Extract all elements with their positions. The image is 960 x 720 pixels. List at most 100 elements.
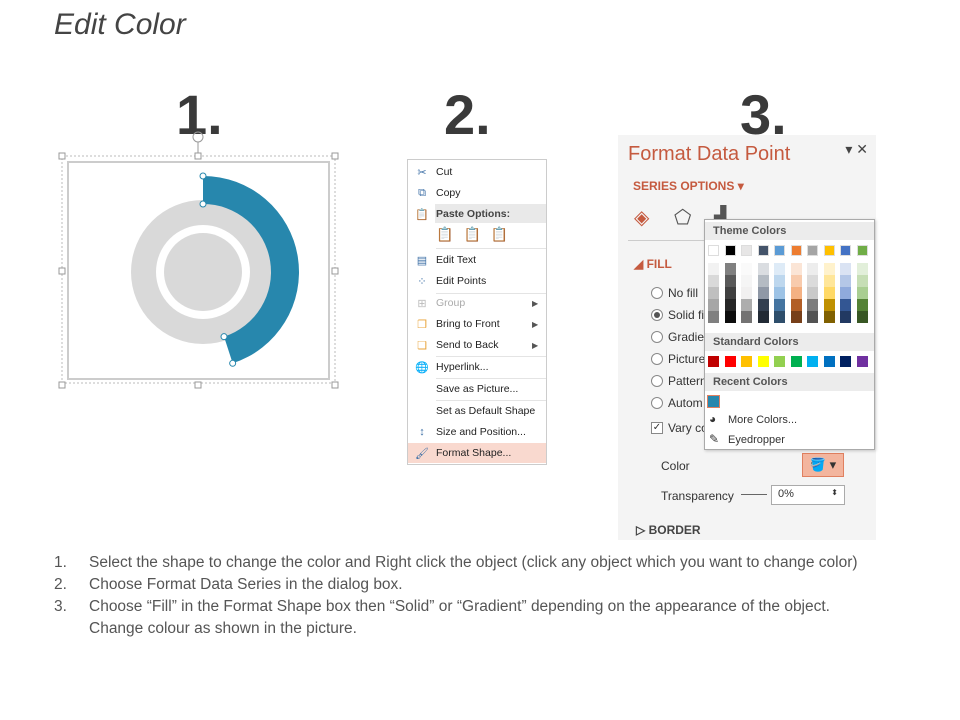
theme-shade-swatch[interactable] <box>856 287 868 299</box>
theme-shade-swatch[interactable] <box>807 263 818 275</box>
menu-item-group[interactable]: ⊞ Group ▶ <box>408 293 546 313</box>
theme-shade-swatch[interactable] <box>856 299 868 311</box>
theme-shade-swatch[interactable] <box>774 311 785 323</box>
menu-item-edit-text[interactable]: ▤ Edit Text <box>408 250 546 270</box>
standard-color-swatch[interactable] <box>840 356 851 367</box>
theme-shade-swatch[interactable] <box>840 299 851 311</box>
pane-close-icon[interactable]: ▾ ✕ <box>845 141 868 157</box>
theme-shade-swatch[interactable] <box>741 263 752 275</box>
donut-shape-selection[interactable] <box>55 125 345 395</box>
theme-color-swatch[interactable] <box>741 245 752 256</box>
fill-line-tab-icon[interactable]: ◈ <box>634 207 650 229</box>
standard-color-swatch[interactable] <box>774 356 785 367</box>
theme-shade-swatch[interactable] <box>724 263 736 275</box>
donut-center[interactable] <box>164 233 242 311</box>
theme-color-swatch[interactable] <box>757 245 769 256</box>
arc-adjust-handle[interactable] <box>229 359 237 367</box>
theme-color-swatch[interactable] <box>724 245 736 256</box>
theme-color-swatch[interactable] <box>823 245 835 256</box>
transparency-slider[interactable] <box>741 494 767 495</box>
more-colors-item[interactable]: More Colors... <box>728 414 798 426</box>
fill-color-button[interactable]: 🪣 ▾ <box>802 453 844 477</box>
standard-color-swatch[interactable] <box>741 356 752 367</box>
menu-item-copy[interactable]: ⧉ Copy <box>408 183 546 203</box>
paste-picture-icon[interactable]: 📋 <box>490 226 509 242</box>
standard-color-swatch[interactable] <box>724 356 736 367</box>
arc-adjust-handle[interactable] <box>199 172 207 180</box>
theme-shade-swatch[interactable] <box>790 275 802 287</box>
resize-handles[interactable] <box>58 152 339 389</box>
theme-shade-swatch[interactable] <box>840 275 851 287</box>
theme-shade-swatch[interactable] <box>790 299 802 311</box>
theme-shade-swatch[interactable] <box>823 311 835 323</box>
theme-shade-swatch[interactable] <box>708 299 719 311</box>
theme-shade-swatch[interactable] <box>757 275 769 287</box>
menu-item-set-default-shape[interactable]: Set as Default Shape <box>436 405 536 417</box>
theme-shade-swatch[interactable] <box>823 287 835 299</box>
radio-automatic[interactable]: Autom <box>651 396 703 410</box>
theme-shade-swatch[interactable] <box>741 275 752 287</box>
eyedropper-item[interactable]: Eyedropper <box>728 434 785 446</box>
theme-shade-swatch[interactable] <box>724 287 736 299</box>
recent-color-swatch[interactable] <box>707 395 720 408</box>
theme-color-swatch[interactable] <box>708 245 719 256</box>
theme-shade-swatch[interactable] <box>790 263 802 275</box>
vary-colors-checkbox[interactable]: ✓ Vary co <box>651 421 708 435</box>
menu-item-cut[interactable]: ✂ Cut <box>408 162 546 182</box>
theme-shade-swatch[interactable] <box>757 299 769 311</box>
menu-item-edit-points[interactable]: ⁘ Edit Points <box>408 271 546 291</box>
paste-formatting-icon[interactable]: 📋 <box>463 226 481 242</box>
theme-shade-swatch[interactable] <box>741 311 752 323</box>
effects-tab-icon[interactable]: ⬠ <box>674 207 692 229</box>
theme-color-swatch[interactable] <box>807 245 818 256</box>
theme-shade-swatch[interactable] <box>774 263 785 275</box>
theme-shade-swatch[interactable] <box>807 287 818 299</box>
standard-color-swatch[interactable] <box>856 356 868 367</box>
standard-color-swatch[interactable] <box>790 356 802 367</box>
theme-shade-swatch[interactable] <box>774 275 785 287</box>
standard-color-swatch[interactable] <box>807 356 818 367</box>
theme-color-swatch[interactable] <box>774 245 785 256</box>
theme-shade-swatch[interactable] <box>856 263 868 275</box>
border-section-header[interactable]: ▷ BORDER <box>636 523 701 537</box>
theme-shade-swatch[interactable] <box>807 311 818 323</box>
theme-color-swatch[interactable] <box>790 245 802 256</box>
fill-section-header[interactable]: ◢ FILL <box>634 257 672 271</box>
theme-shade-swatch[interactable] <box>724 299 736 311</box>
theme-shade-swatch[interactable] <box>724 311 736 323</box>
theme-shade-swatch[interactable] <box>807 275 818 287</box>
theme-shade-swatch[interactable] <box>757 311 769 323</box>
donut-arc-selected[interactable] <box>203 176 299 364</box>
theme-shade-swatch[interactable] <box>856 275 868 287</box>
standard-color-swatch[interactable] <box>823 356 835 367</box>
rotate-handle-icon[interactable] <box>192 131 204 143</box>
arc-adjust-handle[interactable] <box>220 333 228 341</box>
theme-shade-swatch[interactable] <box>708 311 719 323</box>
radio-pattern-fill[interactable]: Pattern <box>651 374 707 388</box>
theme-shade-swatch[interactable] <box>757 263 769 275</box>
menu-item-hyperlink[interactable]: 🌐 Hyperlink... <box>408 357 546 377</box>
theme-shade-swatch[interactable] <box>708 275 719 287</box>
theme-shade-swatch[interactable] <box>840 311 851 323</box>
theme-shade-swatch[interactable] <box>741 287 752 299</box>
standard-color-swatch[interactable] <box>708 356 719 367</box>
menu-item-format-shape[interactable]: 🖌 Format Shape... <box>408 443 546 463</box>
theme-shade-swatch[interactable] <box>774 287 785 299</box>
theme-shade-swatch[interactable] <box>708 287 719 299</box>
theme-shade-swatch[interactable] <box>741 299 752 311</box>
theme-shade-swatch[interactable] <box>823 299 835 311</box>
transparency-input[interactable]: 0% ⬍ <box>771 485 845 505</box>
theme-shade-swatch[interactable] <box>790 287 802 299</box>
arc-adjust-handle[interactable] <box>199 200 207 208</box>
theme-shade-swatch[interactable] <box>790 311 802 323</box>
menu-item-size-position[interactable]: ↕ Size and Position... <box>408 422 546 442</box>
radio-gradient-fill[interactable]: Gradie <box>651 330 704 344</box>
theme-shade-swatch[interactable] <box>840 263 851 275</box>
theme-shade-swatch[interactable] <box>823 263 835 275</box>
standard-color-swatch[interactable] <box>757 356 769 367</box>
theme-color-swatch[interactable] <box>856 245 868 256</box>
menu-item-save-as-picture[interactable]: Save as Picture... <box>436 383 519 395</box>
theme-shade-swatch[interactable] <box>840 287 851 299</box>
radio-picture-fill[interactable]: Picture <box>651 352 705 366</box>
radio-solid-fill[interactable]: Solid fi <box>651 308 704 322</box>
